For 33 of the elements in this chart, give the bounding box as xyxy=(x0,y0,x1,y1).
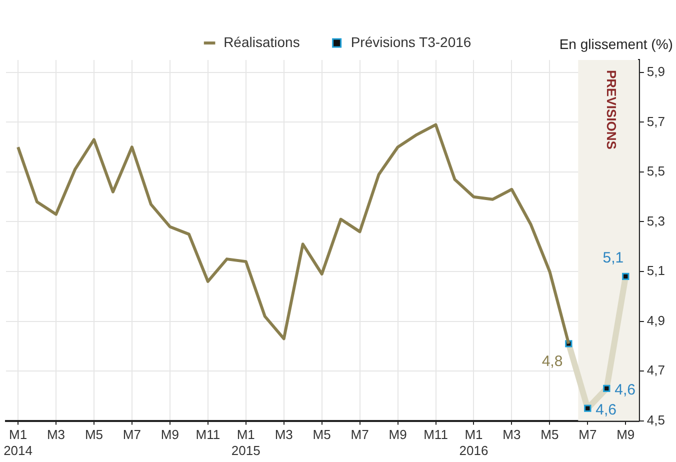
x-tick-label: M5 xyxy=(540,427,559,442)
data-label: 4,6 xyxy=(596,402,617,418)
x-tick-label: M9 xyxy=(160,427,179,442)
y-axis-title: En glissement (%) xyxy=(559,36,673,52)
y-tick-label: 4,9 xyxy=(646,312,666,328)
x-tick-label: M1 2016 xyxy=(459,427,488,458)
x-tick-label: M1 2014 xyxy=(4,427,32,458)
x-tick-label: M3 xyxy=(274,427,293,442)
band-label: PREVISIONS xyxy=(604,70,619,150)
x-tick-label: M7 xyxy=(578,427,597,442)
x-tick-label: M3 xyxy=(502,427,521,442)
x-tick-label: M3 xyxy=(46,427,66,442)
x-tick-label: M7 xyxy=(122,427,141,442)
y-tick-label: 5,9 xyxy=(646,64,666,80)
x-tick-label: M9 xyxy=(616,427,635,442)
data-label: 4,6 xyxy=(614,382,636,399)
y-tick-label: 5,1 xyxy=(646,263,666,278)
y-tick-label: 5,5 xyxy=(646,164,666,179)
legend-label: Réalisations xyxy=(224,34,300,50)
y-tick-label: 4,7 xyxy=(646,362,666,378)
x-tick-label: M11 xyxy=(196,427,220,442)
x-tick-label: M1 2015 xyxy=(231,427,260,458)
x-tick-label: M7 xyxy=(350,427,369,442)
legend-label: Prévisions T3-2016 xyxy=(350,34,472,50)
x-tick-label: M9 xyxy=(388,427,407,442)
data-label: 5,1 xyxy=(602,250,624,267)
data-label: 4,8 xyxy=(542,352,563,370)
y-tick-label: 5,3 xyxy=(646,213,666,228)
y-tick-label: 5,7 xyxy=(646,114,666,129)
x-tick-label: M11 xyxy=(424,427,448,442)
x-tick-label: M5 xyxy=(312,427,331,442)
y-tick-label: 4,5 xyxy=(646,412,666,428)
x-tick-label: M5 xyxy=(84,427,104,442)
